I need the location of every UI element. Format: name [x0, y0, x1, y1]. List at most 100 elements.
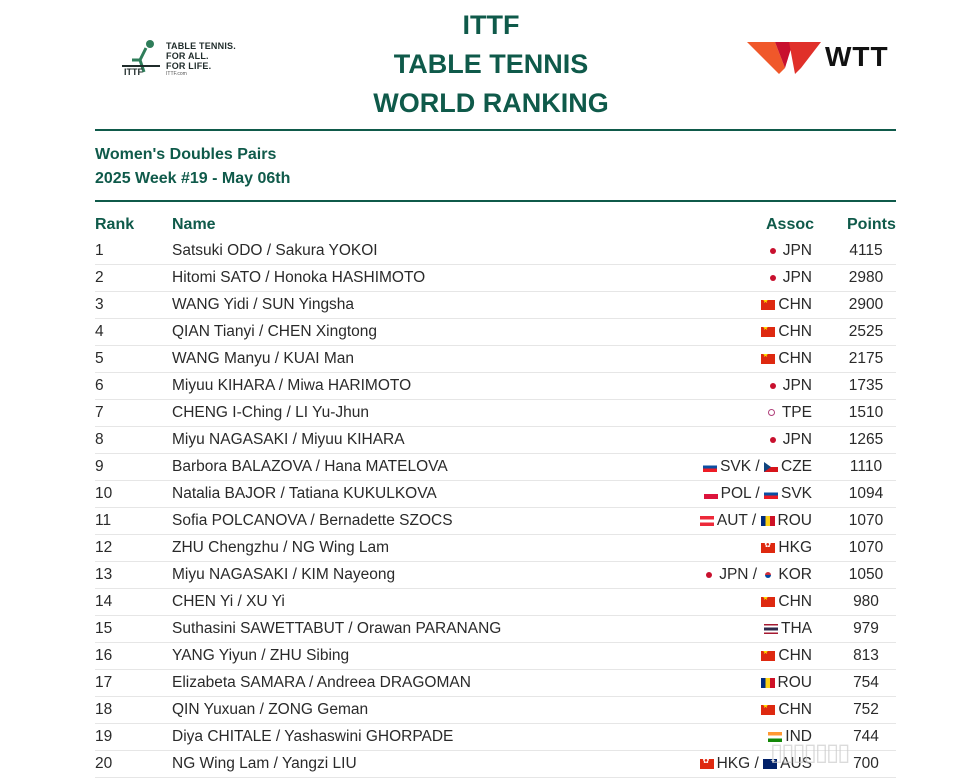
- aus-flag-icon: [763, 759, 778, 769]
- points-cell: 1265: [848, 431, 884, 448]
- ittf-slogan-line1: TABLE TENNIS.: [166, 41, 236, 51]
- points-cell: 1070: [848, 512, 884, 529]
- assoc-cell: CHN: [761, 323, 812, 341]
- title-line-1: ITTF: [462, 10, 520, 40]
- column-header-points: Points: [847, 216, 896, 233]
- assoc-code: AUS: [780, 755, 812, 772]
- assoc-cell: HKG: [761, 539, 812, 557]
- pair-name-cell: Miyuu KIHARA / Miwa HARIMOTO: [172, 377, 412, 394]
- points-cell: 2900: [848, 296, 884, 313]
- table-row: 15 Suthasini SAWETTABUT / Orawan PARANANG…: [95, 616, 896, 643]
- pair-name-cell: QIAN Tianyi / CHEN Xingtong: [172, 323, 378, 340]
- rank-cell: 2: [95, 269, 104, 286]
- pair-name-cell: CHENG I-Ching / LI Yu-Jhun: [172, 404, 369, 421]
- chn-flag-icon: [761, 705, 776, 715]
- rank-cell: 10: [95, 485, 113, 502]
- points-cell: 744: [853, 728, 879, 745]
- assoc-code: ROU: [777, 512, 812, 529]
- assoc-code: SVK: [780, 485, 812, 502]
- assoc-cell: SVK / CZE: [703, 458, 812, 476]
- subtitle-divider: [95, 200, 896, 202]
- hkg-flag-icon: [699, 759, 714, 769]
- rank-cell: 19: [95, 728, 113, 745]
- assoc-code: KOR: [778, 566, 812, 583]
- assoc-code: CHN: [778, 323, 812, 340]
- assoc-code: CHN: [778, 350, 812, 367]
- assoc-cell: HKG / AUS: [699, 755, 812, 773]
- assoc-cell: ROU: [760, 674, 812, 692]
- assoc-code: SVK: [720, 458, 752, 475]
- title-line-3: WORLD RANKING: [373, 88, 609, 118]
- assoc-cell: JPN: [765, 377, 812, 395]
- pair-name-cell: Satsuki ODO / Sakura YOKOI: [172, 242, 378, 259]
- points-cell: 752: [853, 701, 879, 718]
- assoc-cell: CHN: [761, 647, 812, 665]
- assoc-separator: /: [751, 485, 764, 502]
- rank-cell: 3: [95, 296, 104, 313]
- table-row: 10 Natalia BAJOR / Tatiana KUKULKOVA POL /…: [95, 481, 896, 508]
- rank-cell: 1: [95, 242, 104, 259]
- rank-cell: 20: [95, 755, 113, 772]
- rank-cell: 16: [95, 647, 113, 664]
- assoc-cell: JPN: [765, 242, 812, 260]
- points-cell: 1510: [848, 404, 884, 421]
- pair-name-cell: Miyu NAGASAKI / Miyuu KIHARA: [172, 431, 405, 448]
- points-cell: 2175: [848, 350, 884, 367]
- chn-flag-icon: [761, 300, 776, 310]
- assoc-code: CHN: [778, 296, 812, 313]
- ittf-slogan-line3: FOR LIFE.: [166, 61, 212, 71]
- jpn-flag-icon: [765, 435, 780, 445]
- assoc-code: HKG: [716, 755, 751, 772]
- pair-name-cell: Suthasini SAWETTABUT / Orawan PARANANG: [172, 620, 502, 637]
- assoc-cell: CHN: [761, 593, 812, 611]
- page-title: ITTF TABLE TENNIS WORLD RANKING: [340, 6, 642, 123]
- pair-name-cell: YANG Yiyun / ZHU Sibing: [172, 647, 350, 664]
- jpn-flag-icon: [765, 246, 780, 256]
- pair-name-cell: Elizabeta SAMARA / Andreea DRAGOMAN: [172, 674, 471, 691]
- ittf-slogan-line2: FOR ALL.: [166, 51, 209, 61]
- assoc-cell: POL / SVK: [703, 485, 812, 503]
- rou-flag-icon: [760, 516, 775, 526]
- assoc-code: JPN: [782, 269, 812, 286]
- pair-name-cell: CHEN Yi / XU Yi: [172, 593, 285, 610]
- table-row: 3 WANG Yidi / SUN Yingsha CHN 2900: [95, 292, 896, 319]
- rank-cell: 13: [95, 566, 113, 583]
- assoc-code: CHN: [778, 593, 812, 610]
- kor-flag-icon: [761, 570, 776, 580]
- wtt-mark-icon: [747, 42, 821, 74]
- points-cell: 813: [853, 647, 879, 664]
- pair-name-cell: NG Wing Lam / Yangzi LIU: [172, 755, 357, 772]
- ranking-week: 2025 Week #19 - May 06th: [95, 170, 291, 187]
- points-cell: 754: [853, 674, 879, 691]
- rank-cell: 8: [95, 431, 104, 448]
- rank-cell: 15: [95, 620, 113, 637]
- pair-name-cell: Barbora BALAZOVA / Hana MATELOVA: [172, 458, 448, 475]
- table-row: 2 Hitomi SATO / Honoka HASHIMOTO JPN 2980: [95, 265, 896, 292]
- pair-name-cell: Hitomi SATO / Honoka HASHIMOTO: [172, 269, 426, 286]
- pair-name-cell: ZHU Chengzhu / NG Wing Lam: [172, 539, 390, 556]
- assoc-code: JPN: [782, 377, 812, 394]
- chn-flag-icon: [761, 651, 776, 661]
- points-cell: 2980: [848, 269, 884, 286]
- ittf-site-text: ITTF.com: [166, 71, 187, 77]
- pair-name-cell: Natalia BAJOR / Tatiana KUKULKOVA: [172, 485, 437, 502]
- assoc-cell: IND: [768, 728, 812, 746]
- rank-cell: 9: [95, 458, 104, 475]
- ranking-subtitle: Women's Doubles Pairs 2025 Week #19 - Ma…: [95, 143, 290, 191]
- rank-cell: 12: [95, 539, 113, 556]
- header-divider: [95, 129, 896, 131]
- ittf-mark-text: ITTF: [124, 67, 143, 76]
- table-row: 1 Satsuki ODO / Sakura YOKOI JPN 4115: [95, 238, 896, 265]
- assoc-cell: JPN / KOR: [702, 566, 812, 584]
- table-row: 12 ZHU Chengzhu / NG Wing Lam HKG 1070: [95, 535, 896, 562]
- chn-flag-icon: [761, 597, 776, 607]
- assoc-cell: CHN: [761, 350, 812, 368]
- assoc-code: POL: [720, 485, 752, 502]
- jpn-flag-icon: [765, 273, 780, 283]
- rank-cell: 5: [95, 350, 104, 367]
- points-cell: 700: [853, 755, 879, 772]
- table-row: 4 QIAN Tianyi / CHEN Xingtong CHN 2525: [95, 319, 896, 346]
- points-cell: 1094: [848, 485, 884, 502]
- ranking-table-body: 1 Satsuki ODO / Sakura YOKOI JPN 4115 2 Hitom…: [95, 238, 896, 778]
- cze-flag-icon: [764, 462, 778, 472]
